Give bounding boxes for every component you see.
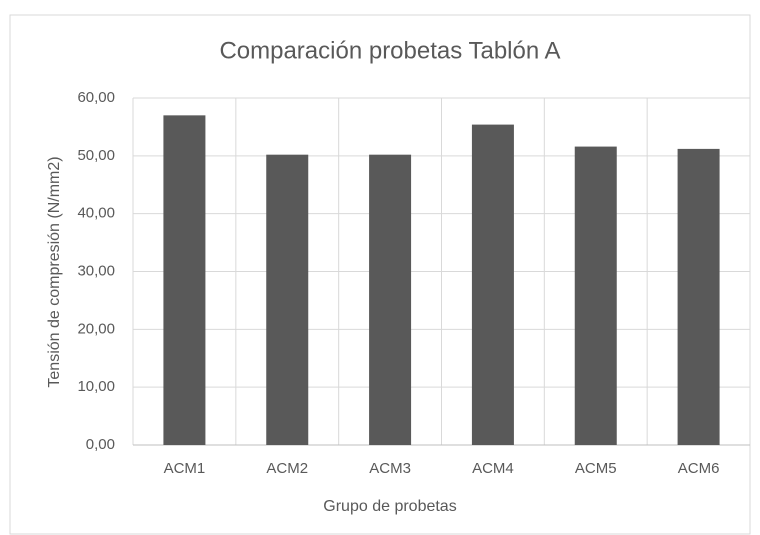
bar (471, 124, 514, 445)
x-tick-label: ACM3 (369, 460, 411, 477)
bar (677, 148, 720, 446)
chart-title: Comparación probetas Tablón A (219, 37, 560, 64)
y-tick-label: 20,00 (77, 320, 115, 337)
bar (369, 154, 412, 445)
bar (574, 146, 617, 445)
x-tick-label: ACM1 (164, 460, 206, 477)
x-tick-label: ACM4 (472, 460, 514, 477)
y-tick-label: 0,00 (86, 436, 115, 453)
x-tick-label: ACM6 (678, 460, 720, 477)
y-tick-label: 30,00 (77, 262, 115, 279)
x-axis-title: Grupo de probetas (323, 498, 456, 515)
bar (266, 154, 309, 445)
x-tick-label: ACM5 (575, 460, 617, 477)
y-tick-label: 50,00 (77, 147, 115, 164)
bar (163, 115, 206, 445)
y-tick-label: 10,00 (77, 378, 115, 395)
y-tick-label: 60,00 (77, 89, 115, 106)
y-axis-title: Tensión de compresión (N/mm2) (46, 156, 63, 387)
x-tick-label: ACM2 (266, 460, 308, 477)
y-tick-label: 40,00 (77, 205, 115, 222)
